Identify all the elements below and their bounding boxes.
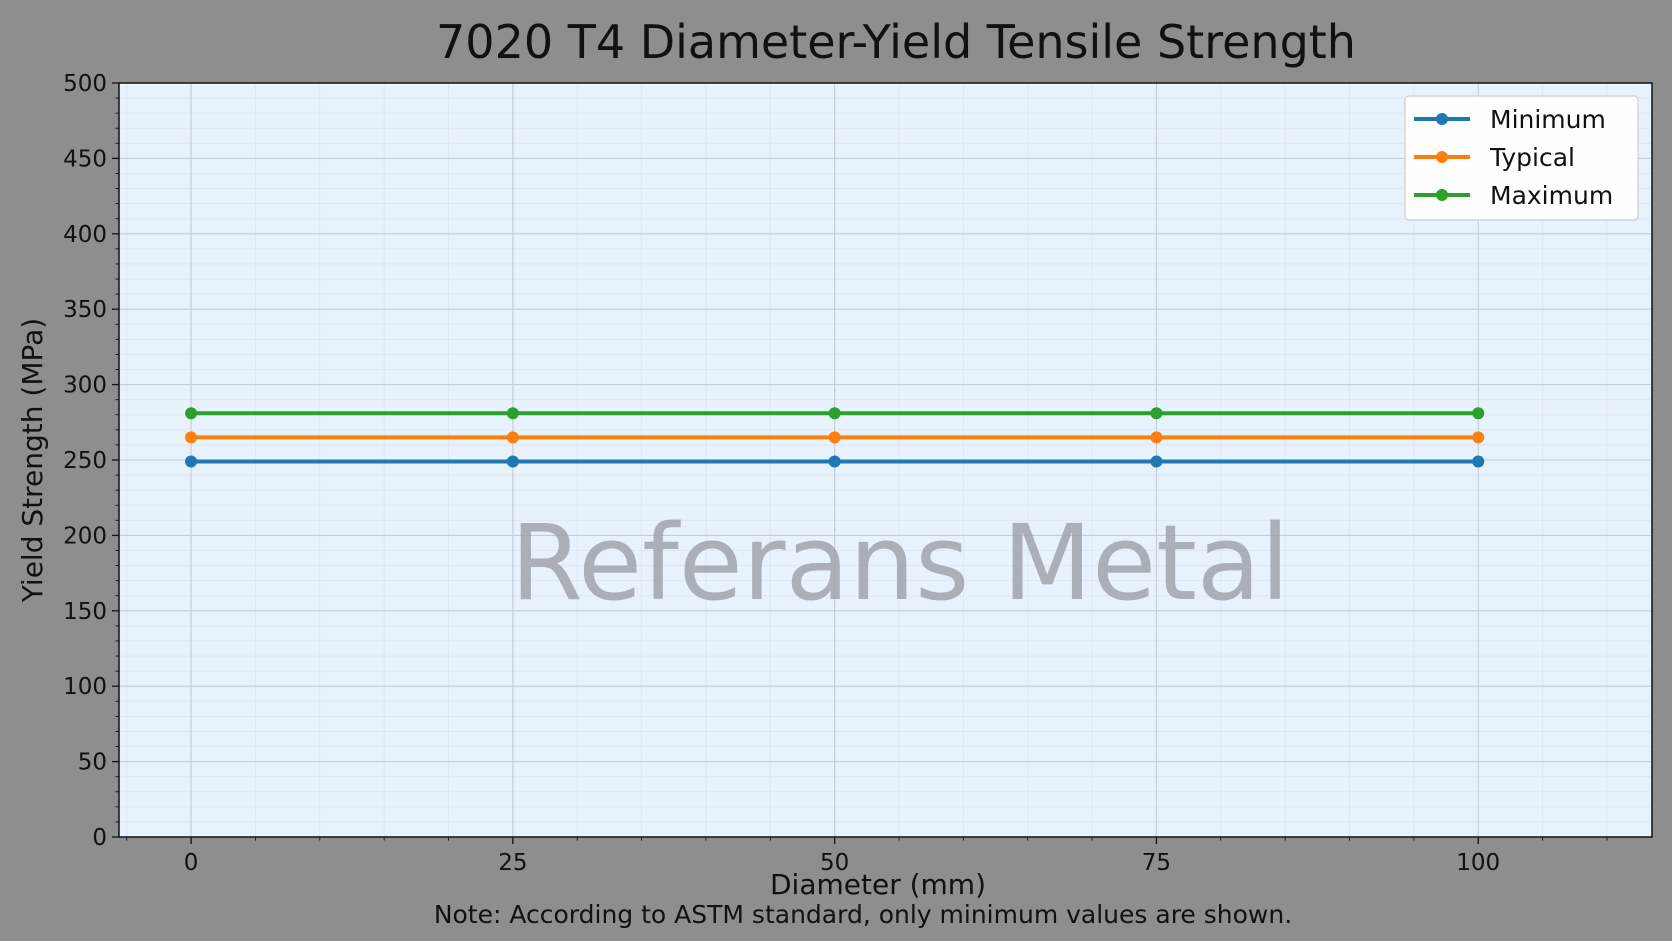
x-tick-label: 50	[820, 850, 849, 876]
legend-swatch-marker	[1436, 189, 1448, 201]
legend-label: Minimum	[1490, 105, 1606, 134]
x-axis-label: Diameter (mm)	[770, 868, 986, 901]
y-tick-label: 450	[63, 146, 107, 172]
y-tick-label: 300	[63, 373, 107, 399]
x-tick-label: 25	[498, 850, 527, 876]
watermark-text: Referans Metal	[511, 502, 1290, 624]
x-tick-label: 100	[1456, 850, 1500, 876]
legend: Minimum Typical Maximum	[1404, 95, 1639, 221]
data-point	[1472, 407, 1485, 420]
y-axis-label: Yield Strength (MPa)	[16, 318, 49, 603]
data-point	[1150, 431, 1163, 444]
data-point	[1472, 431, 1485, 444]
legend-item-minimum: Minimum	[1414, 105, 1606, 134]
y-tick-label: 150	[63, 599, 107, 625]
data-point	[506, 455, 519, 468]
y-tick-label: 350	[63, 297, 107, 323]
x-tick-label: 0	[184, 850, 199, 876]
series-typical	[185, 431, 1485, 444]
y-tick-label: 200	[63, 523, 107, 549]
y-tick-label: 100	[63, 674, 107, 700]
x-tick-label: 75	[1142, 850, 1171, 876]
axes: 0 50 100 150 200 250 300 350 400 450 500 0 25 50 75 100	[63, 71, 1608, 876]
y-tick-label: 400	[63, 222, 107, 248]
legend-label: Typical	[1489, 143, 1575, 172]
chart-title: 7020 T4 Diameter-Yield Tensile Strength	[436, 15, 1356, 69]
data-point	[506, 431, 519, 444]
legend-label: Maximum	[1490, 181, 1613, 210]
data-point	[185, 455, 198, 468]
legend-box	[1404, 95, 1639, 221]
y-tick-label: 0	[92, 825, 107, 851]
series-maximum	[185, 407, 1485, 420]
series-minimum	[185, 455, 1485, 468]
data-point	[185, 431, 198, 444]
series-layer	[185, 407, 1485, 468]
data-point	[828, 455, 841, 468]
data-point	[185, 407, 198, 420]
legend-swatch-marker	[1436, 113, 1448, 125]
data-point	[828, 431, 841, 444]
data-point	[1150, 407, 1163, 420]
y-tick-label: 500	[63, 71, 107, 97]
data-point	[506, 407, 519, 420]
data-point	[828, 407, 841, 420]
legend-item-typical: Typical	[1414, 143, 1575, 172]
data-point	[1472, 455, 1485, 468]
y-tick-label: 250	[63, 448, 107, 474]
data-point	[1150, 455, 1163, 468]
legend-item-maximum: Maximum	[1414, 181, 1613, 210]
legend-swatch-marker	[1436, 151, 1448, 163]
y-tick-label: 50	[78, 750, 107, 776]
note-text: Note: According to ASTM standard, only m…	[434, 900, 1292, 929]
